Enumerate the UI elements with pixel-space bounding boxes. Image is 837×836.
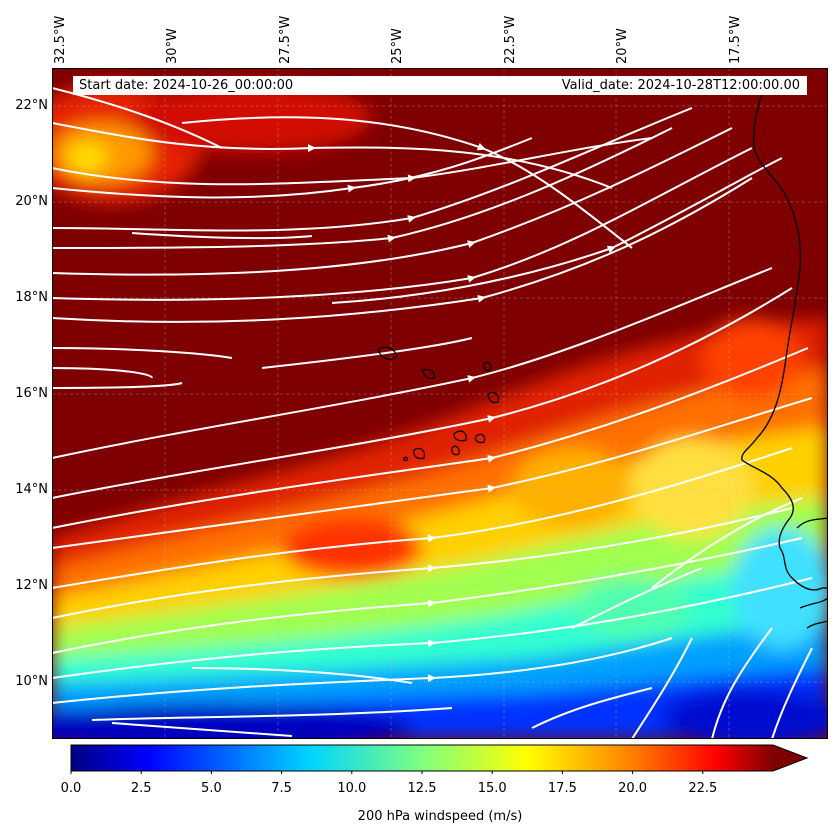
longitude-label: 22.5°W [503, 15, 518, 64]
colorbar-extend-arrow [773, 745, 807, 771]
latitude-label: 20°N [15, 194, 48, 209]
colorbar-tick-label: 20.0 [618, 781, 648, 796]
coastline [741, 87, 828, 629]
windspeed-field [52, 83, 828, 739]
latitude-label: 16°N [15, 386, 48, 401]
colorbar-gradient [71, 745, 773, 771]
valid-date-label: Valid_date: 2024-10-28T12:00:00.00 [561, 78, 800, 93]
colorbar-tick-label: 2.5 [130, 781, 152, 796]
longitude-label: 27.5°W [278, 15, 293, 64]
colorbar [70, 744, 809, 774]
colorbar-tick-label: 10.0 [337, 781, 367, 796]
date-header: Start date: 2024-10-26_00:00:00 Valid_da… [73, 76, 807, 95]
colorbar-ticks [70, 771, 704, 774]
longitude-label: 30°W [165, 28, 180, 64]
colorbar-outline [70, 744, 809, 772]
islands [377, 346, 499, 461]
colorbar-tick-label: 0.0 [60, 781, 82, 796]
latitude-label: 14°N [15, 482, 48, 497]
colorbar-tick-label: 12.5 [407, 781, 437, 796]
streamlines [52, 87, 813, 739]
longitude-label: 32.5°W [53, 15, 68, 64]
longitude-label: 20°W [615, 28, 630, 64]
latitude-label: 18°N [15, 290, 48, 305]
latitude-label: 22°N [15, 98, 48, 113]
graticule [52, 68, 828, 739]
colorbar-tick-label: 15.0 [477, 781, 507, 796]
windspeed-map [52, 68, 828, 739]
latitude-label: 10°N [15, 674, 48, 689]
colorbar-tick-label: 7.5 [271, 781, 292, 796]
colorbar-tick-label: 17.5 [547, 781, 577, 796]
colorbar-tick-label: 22.5 [688, 781, 718, 796]
longitude-label: 17.5°W [728, 15, 743, 64]
start-date-label: Start date: 2024-10-26_00:00:00 [79, 78, 294, 93]
latitude-label: 12°N [15, 578, 48, 593]
map-frame [52, 68, 828, 739]
colorbar-tick-label: 5.0 [201, 781, 222, 796]
longitude-label: 25°W [390, 28, 405, 64]
colorbar-label: 200 hPa windspeed (m/s) [357, 809, 523, 824]
